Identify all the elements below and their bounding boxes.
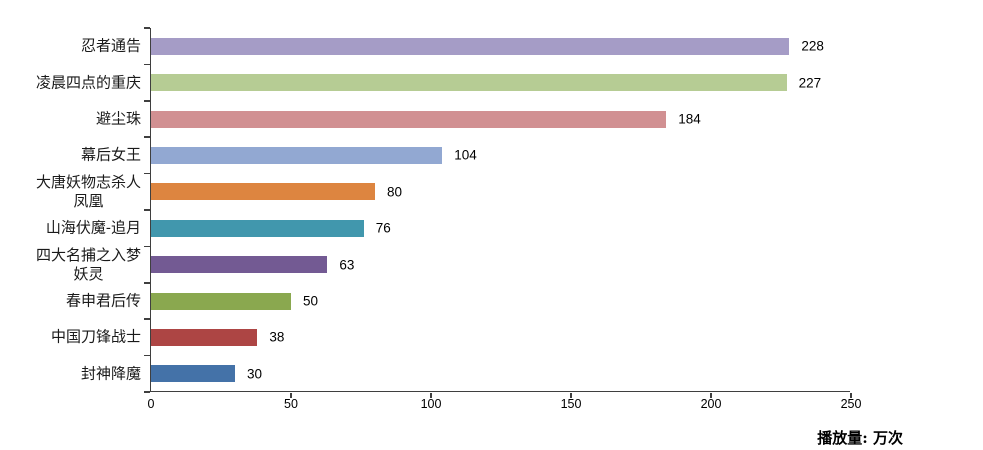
category-label: 幕后女王 <box>0 146 141 165</box>
bar <box>151 328 258 346</box>
category-label: 大唐妖物志杀人 凤凰 <box>0 173 141 211</box>
x-axis-tick <box>570 393 572 398</box>
bar <box>151 292 291 310</box>
value-label: 228 <box>801 38 824 54</box>
category-label: 四大名捕之入梦 妖灵 <box>0 246 141 284</box>
y-axis-tick <box>144 136 150 138</box>
value-label: 76 <box>375 220 391 236</box>
category-label-text: 凌晨四点的重庆 <box>35 73 141 92</box>
category-label-text: 避尘珠 <box>95 109 141 128</box>
bar <box>151 146 443 164</box>
x-axis-tick-label: 100 <box>420 397 442 411</box>
category-label: 春申君后传 <box>0 292 141 311</box>
x-axis-tick-label: 200 <box>700 397 722 411</box>
category-axis-labels: 忍者通告凌晨四点的重庆避尘珠幕后女王大唐妖物志杀人 凤凰山海伏魔-追月四大名捕之… <box>0 28 141 392</box>
value-label: 30 <box>247 366 263 382</box>
x-axis-tick <box>850 393 852 398</box>
y-axis-tick <box>144 27 150 29</box>
y-axis-tick <box>144 209 150 211</box>
category-label: 封神降魔 <box>0 364 141 383</box>
x-axis-tick <box>430 393 432 398</box>
category-label: 山海伏魔-追月 <box>0 219 141 238</box>
bar <box>151 183 375 201</box>
y-axis-tick <box>144 245 150 248</box>
plot-area: 228 227 184 104 80 76 63 50 38 30 0 50 100 150 200 250 <box>144 27 861 411</box>
value-label: 38 <box>269 329 285 345</box>
bar <box>151 37 790 55</box>
y-axis-tick <box>144 282 150 284</box>
y-axis-tick <box>144 318 150 320</box>
category-label-text: 山海伏魔-追月 <box>45 218 141 237</box>
bar <box>151 110 667 128</box>
value-label: 80 <box>387 184 403 200</box>
category-label: 凌晨四点的重庆 <box>0 73 141 92</box>
x-axis-tick-label: 250 <box>840 397 862 411</box>
value-label: 104 <box>454 147 477 163</box>
y-axis-tick <box>144 354 150 357</box>
y-axis-tick <box>144 391 150 393</box>
value-label: 227 <box>798 75 822 91</box>
y-axis-tick <box>144 63 150 66</box>
category-label-text: 春申君后传 <box>65 291 141 310</box>
category-label: 忍者通告 <box>0 37 141 56</box>
bar <box>151 256 328 274</box>
category-label-text: 忍者通告 <box>80 36 141 55</box>
category-label-text: 中国刀锋战士 <box>50 327 141 346</box>
bar <box>151 365 235 383</box>
value-label: 50 <box>303 293 319 309</box>
category-label-text: 封神降魔 <box>80 364 141 383</box>
category-label: 避尘珠 <box>0 110 141 129</box>
category-label-text: 大唐妖物志杀人 凤凰 <box>35 172 141 210</box>
y-axis-tick <box>144 100 150 102</box>
value-label: 63 <box>339 257 355 273</box>
category-label-text: 四大名捕之入梦 妖灵 <box>35 245 141 283</box>
x-axis-tick-label: 50 <box>284 397 298 411</box>
x-axis-tick-label: 150 <box>560 397 582 411</box>
x-axis-tick <box>710 393 712 398</box>
category-label: 中国刀锋战士 <box>0 328 141 347</box>
bar <box>151 219 364 237</box>
category-label-text: 幕后女王 <box>80 145 141 164</box>
bar <box>151 74 787 92</box>
value-label: 184 <box>678 111 701 127</box>
axis-unit-label: 播放量: 万次 <box>817 429 903 447</box>
y-axis-tick <box>144 172 150 175</box>
x-axis-tick-label: 0 <box>147 397 155 411</box>
x-axis-tick <box>290 393 292 398</box>
